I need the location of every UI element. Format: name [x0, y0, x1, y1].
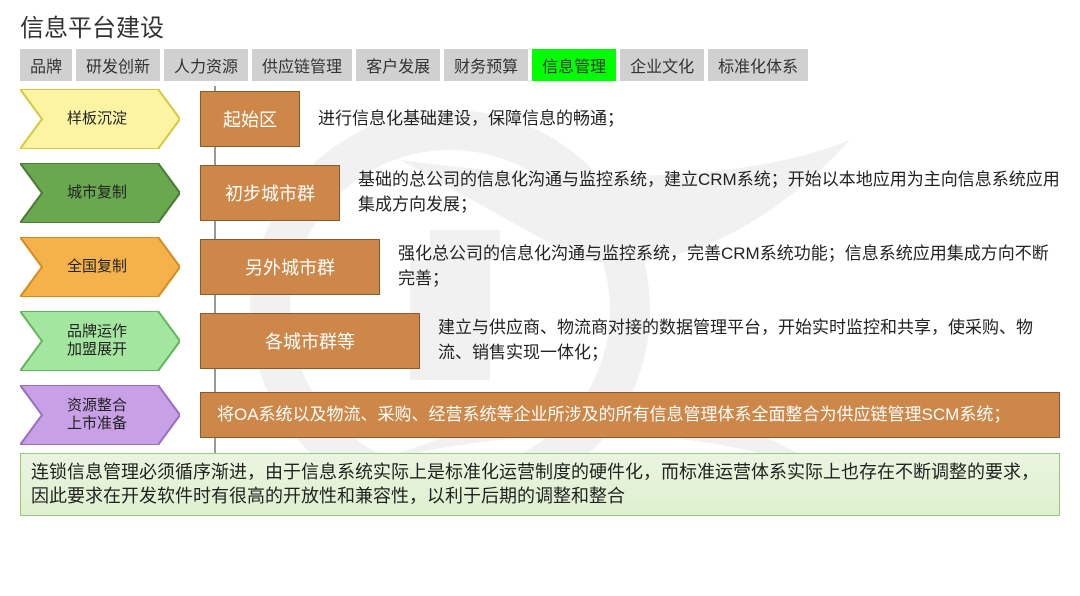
stage-desc-0: 进行信息化基础建设，保障信息的畅通；	[318, 107, 1060, 132]
stage-box-2: 另外城市群	[200, 239, 380, 295]
tab-2[interactable]: 人力资源	[164, 49, 248, 81]
page-title: 信息平台建设	[0, 0, 1080, 49]
stage-row-3: 品牌运作加盟展开 各城市群等建立与供应商、物流商对接的数据管理平台，开始实时监控…	[20, 311, 1060, 371]
phase-arrow-label-2: 全国复制	[20, 258, 180, 276]
tab-5[interactable]: 财务预算	[444, 49, 528, 81]
phase-arrow-3: 品牌运作加盟展开	[20, 311, 180, 371]
phase-arrow-4: 资源整合上市准备	[20, 385, 180, 445]
tab-4[interactable]: 客户发展	[356, 49, 440, 81]
tab-8[interactable]: 标准化体系	[708, 49, 808, 81]
stage-rows: 样板沉淀 起始区进行信息化基础建设，保障信息的畅通； 城市复制 初步城市群基础的…	[0, 89, 1080, 445]
stage-row-2: 全国复制 另外城市群强化总公司的信息化沟通与监控系统，完善CRM系统功能；信息系…	[20, 237, 1060, 297]
footer-note: 连锁信息管理必须循序渐进，由于信息系统实际上是标准化运营制度的硬件化，而标准运营…	[20, 453, 1060, 516]
phase-arrow-label-4: 资源整合上市准备	[20, 397, 180, 433]
tab-3[interactable]: 供应链管理	[252, 49, 352, 81]
tab-6[interactable]: 信息管理	[532, 49, 616, 81]
phase-arrow-label-0: 样板沉淀	[20, 110, 180, 128]
phase-arrow-2: 全国复制	[20, 237, 180, 297]
stage-box-1: 初步城市群	[200, 165, 340, 221]
tab-0[interactable]: 品牌	[20, 49, 72, 81]
stage-box-4: 将OA系统以及物流、采购、经营系统等企业所涉及的所有信息管理体系全面整合为供应链…	[200, 392, 1060, 438]
phase-arrow-label-1: 城市复制	[20, 184, 180, 202]
tab-1[interactable]: 研发创新	[76, 49, 160, 81]
phase-arrow-label-3: 品牌运作加盟展开	[20, 323, 180, 359]
stage-row-1: 城市复制 初步城市群基础的总公司的信息化沟通与监控系统，建立CRM系统；开始以本…	[20, 163, 1060, 223]
stage-desc-1: 基础的总公司的信息化沟通与监控系统，建立CRM系统；开始以本地应用为主向信息系统…	[358, 168, 1060, 217]
stage-row-4: 资源整合上市准备 将OA系统以及物流、采购、经营系统等企业所涉及的所有信息管理体…	[20, 385, 1060, 445]
tab-bar: 品牌研发创新人力资源供应链管理客户发展财务预算信息管理企业文化标准化体系	[0, 49, 1080, 89]
stage-desc-3: 建立与供应商、物流商对接的数据管理平台，开始实时监控和共享，使采购、物流、销售实…	[438, 316, 1060, 365]
phase-arrow-1: 城市复制	[20, 163, 180, 223]
tab-7[interactable]: 企业文化	[620, 49, 704, 81]
stage-box-3: 各城市群等	[200, 313, 420, 369]
stage-desc-2: 强化总公司的信息化沟通与监控系统，完善CRM系统功能；信息系统应用集成方向不断完…	[398, 242, 1060, 291]
stage-row-0: 样板沉淀 起始区进行信息化基础建设，保障信息的畅通；	[20, 89, 1060, 149]
phase-arrow-0: 样板沉淀	[20, 89, 180, 149]
stage-box-0: 起始区	[200, 91, 300, 147]
